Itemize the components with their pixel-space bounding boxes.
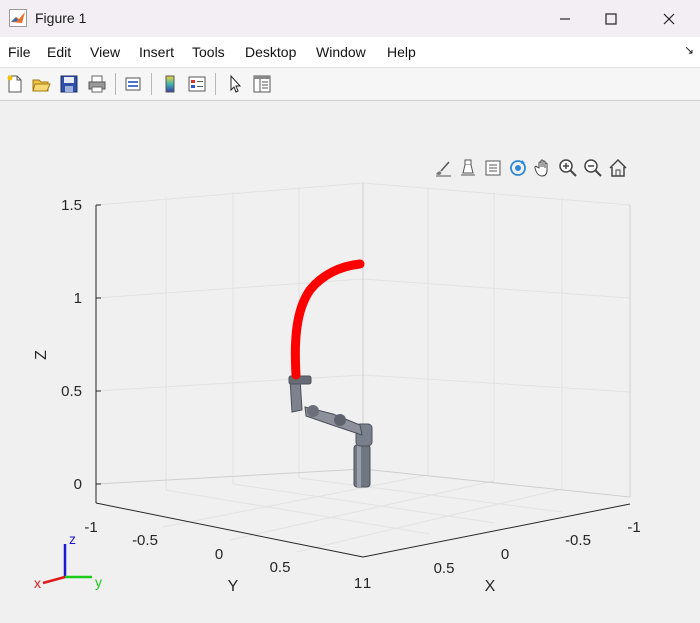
menu-insert[interactable]: Insert — [139, 44, 175, 60]
colorbar-button[interactable] — [158, 72, 182, 96]
zoom-in-button[interactable] — [557, 157, 579, 179]
menu-bar: File Edit View Insert Tools Desktop Wind… — [0, 37, 700, 68]
rotate-3d-icon — [510, 160, 526, 176]
close-button[interactable] — [646, 0, 692, 37]
zoom-out-button[interactable] — [582, 157, 604, 179]
property-inspector-button[interactable] — [250, 72, 274, 96]
close-icon — [663, 13, 675, 24]
figure-canvas[interactable] — [0, 101, 700, 623]
menu-window[interactable]: Window — [316, 44, 366, 60]
save-icon — [60, 75, 78, 93]
toolbar-separator — [115, 73, 116, 95]
print-button[interactable] — [85, 72, 109, 96]
window-title: Figure 1 — [35, 10, 87, 26]
export-button[interactable] — [482, 157, 504, 179]
property-inspector-icon — [253, 75, 271, 93]
colorbar-icon — [165, 75, 175, 93]
pan-button[interactable] — [532, 157, 554, 179]
minimize-button[interactable] — [542, 0, 588, 37]
legend-button[interactable] — [185, 72, 209, 96]
zoom-in-icon — [559, 159, 577, 177]
pan-icon — [534, 159, 548, 177]
link-plot-icon — [125, 77, 141, 91]
title-bar: Figure 1 — [0, 0, 700, 37]
open-file-icon — [32, 79, 51, 92]
open-file-button[interactable] — [29, 72, 53, 96]
brush-icon — [436, 161, 451, 177]
pointer-icon — [230, 74, 242, 93]
link-plot-button[interactable] — [121, 72, 145, 96]
menu-edit[interactable]: Edit — [47, 44, 72, 60]
figure-toolbar — [0, 68, 700, 101]
home-button[interactable] — [607, 157, 629, 179]
zoom-out-icon — [584, 159, 602, 177]
save-button[interactable] — [57, 72, 81, 96]
maximize-button[interactable] — [588, 0, 634, 37]
data-tips-button[interactable] — [457, 157, 479, 179]
toolbar-separator — [151, 73, 152, 95]
brush-button[interactable] — [432, 157, 454, 179]
export-icon — [485, 160, 501, 176]
menu-view[interactable]: View — [90, 44, 121, 60]
matlab-logo-icon — [9, 9, 27, 27]
home-icon — [609, 158, 627, 177]
dock-arrow-icon[interactable]: ↘ — [683, 43, 694, 57]
menu-help[interactable]: Help — [387, 44, 416, 60]
maximize-icon — [605, 12, 617, 25]
print-icon — [88, 75, 106, 93]
menu-desktop[interactable]: Desktop — [245, 44, 297, 60]
menu-file[interactable]: File — [8, 44, 31, 60]
menu-tools[interactable]: Tools — [192, 44, 225, 60]
pointer-button[interactable] — [223, 72, 247, 96]
new-figure-button[interactable] — [3, 72, 27, 96]
legend-icon — [188, 76, 206, 92]
rotate-3d-button[interactable] — [507, 157, 529, 179]
toolbar-separator — [215, 73, 216, 95]
new-figure-icon — [7, 75, 22, 93]
data-tips-icon — [461, 159, 475, 176]
minimize-icon — [560, 17, 570, 20]
